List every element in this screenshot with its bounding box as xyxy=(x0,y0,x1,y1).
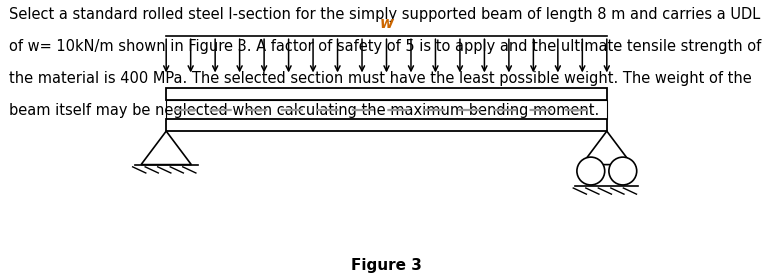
Text: of w= 10kN/m shown in Figure 3. A factor of safety of 5 is to apply and the ulti: of w= 10kN/m shown in Figure 3. A factor… xyxy=(9,39,761,54)
Bar xyxy=(166,100,607,119)
Ellipse shape xyxy=(609,157,637,185)
Bar xyxy=(166,88,607,100)
Ellipse shape xyxy=(577,157,604,185)
Text: the material is 400 MPa. The selected section must have the least possible weigh: the material is 400 MPa. The selected se… xyxy=(9,71,752,86)
Text: w: w xyxy=(380,16,393,31)
Polygon shape xyxy=(141,131,192,165)
Text: beam itself may be neglected when calculating the maximum bending moment.: beam itself may be neglected when calcul… xyxy=(9,103,600,118)
Polygon shape xyxy=(582,131,632,165)
Text: Select a standard rolled steel I-section for the simply supported beam of length: Select a standard rolled steel I-section… xyxy=(9,7,761,22)
Bar xyxy=(166,119,607,131)
Text: Figure 3: Figure 3 xyxy=(351,258,422,273)
